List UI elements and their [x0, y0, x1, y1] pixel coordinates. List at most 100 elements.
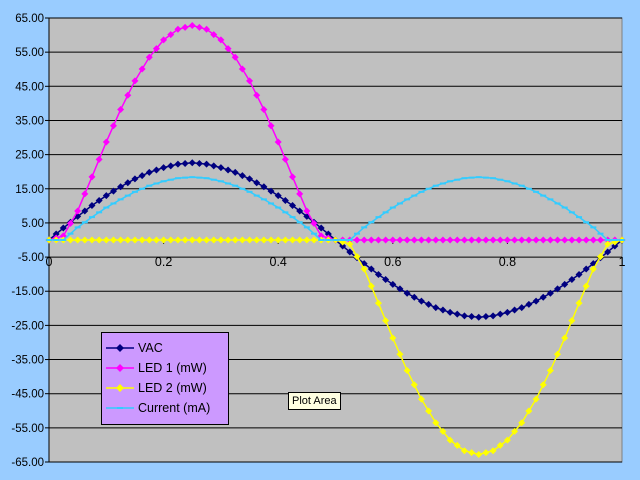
- data-point: [568, 317, 576, 325]
- data-point: [253, 179, 261, 187]
- data-point: [410, 293, 418, 301]
- data-point: [167, 178, 174, 181]
- data-point: [461, 177, 468, 180]
- data-point: [546, 236, 554, 244]
- data-point: [525, 236, 533, 244]
- legend-item[interactable]: LED 1 (mW): [106, 359, 207, 377]
- data-point: [361, 226, 368, 229]
- data-point: [332, 239, 339, 241]
- data-point: [439, 427, 447, 435]
- x-tick-label: 0.8: [499, 255, 516, 269]
- data-point: [138, 172, 146, 180]
- data-point: [475, 176, 482, 179]
- data-point: [188, 159, 196, 167]
- data-point: [310, 219, 318, 227]
- data-point: [160, 180, 167, 183]
- data-point: [289, 202, 297, 210]
- data-point: [174, 177, 181, 180]
- data-point: [546, 289, 554, 297]
- data-point: [246, 236, 254, 244]
- data-point: [432, 304, 440, 312]
- data-point: [224, 236, 232, 244]
- data-point: [554, 236, 562, 244]
- data-point: [210, 162, 218, 170]
- legend-label: LED 2 (mW): [138, 381, 207, 395]
- data-point: [52, 230, 60, 238]
- data-point: [425, 236, 433, 244]
- legend-item[interactable]: VAC: [106, 339, 163, 357]
- data-point: [576, 216, 583, 219]
- legend[interactable]: VAC LED 1 (mW) LED 2 (mW) Current (mA): [101, 332, 229, 425]
- data-point: [260, 183, 268, 191]
- series-layer: [45, 22, 626, 458]
- data-point: [360, 236, 368, 244]
- data-point: [389, 280, 397, 288]
- data-point: [396, 285, 404, 293]
- data-point: [102, 236, 110, 244]
- data-point: [619, 239, 625, 241]
- x-tick-label: 0.6: [384, 255, 401, 269]
- data-point: [174, 160, 182, 168]
- data-point: [475, 450, 483, 458]
- data-point: [432, 419, 440, 427]
- data-point: [102, 192, 110, 200]
- data-point: [210, 178, 217, 181]
- data-point: [59, 224, 67, 232]
- data-point: [360, 265, 368, 273]
- data-point: [396, 350, 404, 358]
- data-point: [296, 221, 303, 224]
- data-point: [482, 449, 490, 457]
- data-point: [224, 166, 232, 174]
- data-point: [382, 211, 389, 214]
- data-point: [539, 293, 547, 301]
- legend-label: VAC: [138, 341, 163, 355]
- data-point: [518, 236, 526, 244]
- data-point: [511, 427, 519, 435]
- data-point: [374, 236, 382, 244]
- data-point: [453, 236, 461, 244]
- data-point: [525, 407, 533, 415]
- y-tick-label: -45.00: [11, 389, 44, 401]
- data-point: [246, 77, 254, 85]
- data-point: [410, 236, 418, 244]
- data-point: [260, 198, 267, 201]
- data-point: [368, 221, 375, 224]
- data-point: [239, 187, 246, 190]
- data-point: [568, 211, 575, 214]
- data-point: [410, 381, 418, 389]
- data-point: [339, 239, 346, 241]
- data-point: [453, 441, 461, 449]
- x-tick-label: 0.2: [155, 255, 172, 269]
- data-point: [282, 211, 289, 214]
- data-point: [296, 190, 304, 198]
- data-point: [225, 182, 232, 185]
- data-point: [267, 187, 275, 195]
- data-point: [482, 236, 490, 244]
- legend-item[interactable]: Current (mA): [106, 399, 210, 417]
- data-point: [425, 407, 433, 415]
- data-point: [238, 236, 246, 244]
- data-point: [203, 25, 211, 33]
- data-point: [124, 236, 132, 244]
- data-point: [404, 198, 411, 201]
- data-point: [109, 122, 117, 130]
- data-point: [382, 236, 390, 244]
- data-point: [583, 221, 590, 224]
- data-point: [417, 236, 425, 244]
- y-tick-label: 25.00: [15, 150, 44, 162]
- data-point: [46, 239, 52, 241]
- data-point: [217, 36, 225, 44]
- data-point: [568, 236, 576, 244]
- data-point: [231, 53, 239, 61]
- data-point: [432, 236, 440, 244]
- data-point: [460, 312, 468, 320]
- data-point: [533, 190, 540, 193]
- data-point: [525, 187, 532, 190]
- data-point: [418, 190, 425, 193]
- data-point: [124, 179, 132, 187]
- legend-item[interactable]: LED 2 (mW): [106, 379, 207, 397]
- data-point: [496, 441, 504, 449]
- y-tick-label: 65.00: [15, 13, 44, 25]
- data-point: [289, 173, 297, 181]
- data-point: [597, 253, 605, 261]
